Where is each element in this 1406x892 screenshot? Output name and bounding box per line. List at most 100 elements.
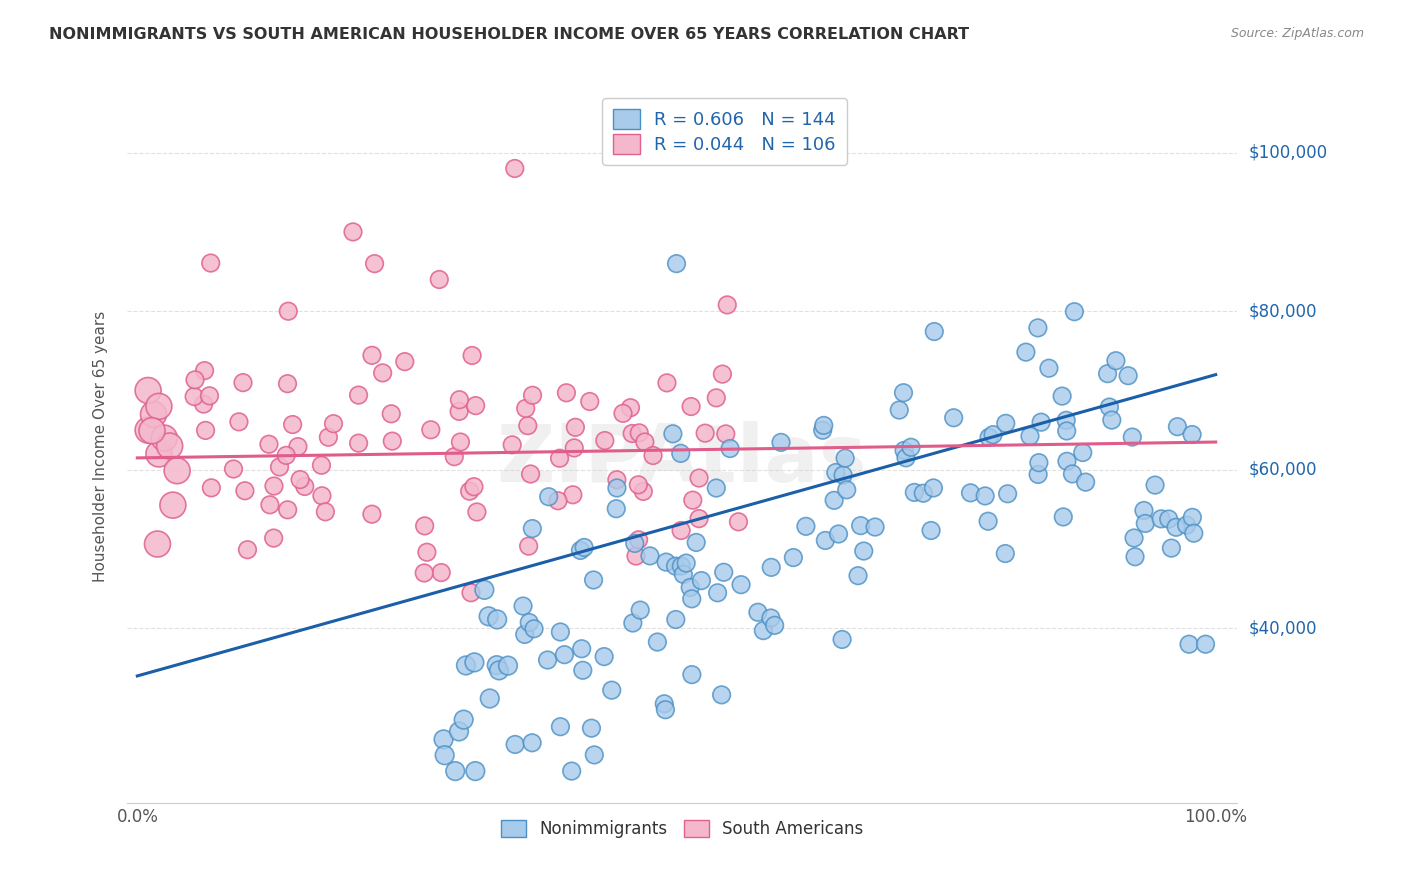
Point	[994, 417, 1017, 431]
Point	[747, 605, 769, 619]
Point	[547, 493, 569, 508]
Point	[1123, 531, 1146, 545]
Point	[465, 505, 488, 519]
Point	[655, 555, 678, 569]
Point	[318, 430, 340, 444]
Point	[832, 468, 855, 483]
Point	[228, 415, 250, 429]
Point	[184, 373, 207, 387]
Point	[427, 272, 450, 286]
Point	[381, 434, 404, 449]
Point	[555, 385, 578, 400]
Point	[665, 257, 688, 271]
Point	[593, 434, 616, 448]
Point	[583, 747, 606, 762]
Point	[671, 559, 693, 574]
Point	[432, 732, 454, 747]
Point	[1175, 518, 1198, 533]
Point	[769, 435, 792, 450]
Point	[413, 519, 436, 533]
Point	[314, 505, 336, 519]
Point	[1062, 467, 1084, 481]
Point	[553, 648, 575, 662]
Point	[690, 574, 713, 588]
Point	[148, 447, 170, 461]
Point	[889, 403, 911, 417]
Point	[276, 449, 298, 463]
Point	[485, 658, 508, 673]
Point	[501, 438, 523, 452]
Point	[641, 449, 664, 463]
Point	[561, 764, 583, 778]
Point	[394, 354, 416, 368]
Point	[981, 427, 1004, 442]
Point	[669, 524, 692, 538]
Point	[572, 541, 595, 555]
Point	[682, 493, 704, 508]
Point	[1054, 413, 1077, 427]
Point	[569, 543, 592, 558]
Point	[997, 487, 1019, 501]
Point	[183, 390, 205, 404]
Point	[361, 507, 384, 521]
Point	[159, 439, 181, 453]
Point	[562, 441, 585, 455]
Point	[685, 535, 707, 549]
Point	[863, 520, 886, 534]
Point	[141, 424, 163, 438]
Point	[665, 613, 688, 627]
Point	[1157, 512, 1180, 526]
Point	[380, 407, 402, 421]
Point	[1019, 429, 1042, 443]
Point	[287, 440, 309, 454]
Point	[342, 225, 364, 239]
Point	[654, 703, 676, 717]
Point	[623, 536, 645, 550]
Point	[1028, 456, 1050, 470]
Point	[823, 493, 845, 508]
Point	[478, 691, 501, 706]
Point	[849, 518, 872, 533]
Point	[236, 542, 259, 557]
Point	[600, 683, 623, 698]
Point	[513, 627, 536, 641]
Point	[520, 736, 543, 750]
Point	[619, 401, 641, 415]
Text: ZIPAtlas: ZIPAtlas	[496, 421, 868, 500]
Point	[681, 667, 703, 681]
Point	[371, 366, 394, 380]
Point	[519, 467, 541, 481]
Point	[263, 531, 285, 545]
Point	[449, 404, 471, 418]
Point	[537, 490, 560, 504]
Point	[536, 653, 558, 667]
Point	[1026, 467, 1049, 482]
Point	[621, 426, 644, 441]
Point	[1181, 510, 1204, 524]
Point	[294, 479, 316, 493]
Point	[277, 304, 299, 318]
Point	[419, 423, 441, 437]
Point	[311, 489, 333, 503]
Point	[1150, 512, 1173, 526]
Point	[347, 388, 370, 402]
Point	[166, 464, 188, 478]
Point	[714, 426, 737, 441]
Point	[835, 483, 858, 497]
Point	[638, 549, 661, 563]
Point	[517, 615, 540, 630]
Point	[433, 748, 456, 763]
Point	[634, 435, 657, 450]
Point	[893, 385, 915, 400]
Point	[612, 406, 634, 420]
Point	[831, 632, 853, 647]
Point	[704, 481, 727, 495]
Point	[232, 376, 254, 390]
Point	[361, 348, 384, 362]
Point	[281, 417, 304, 432]
Point	[460, 586, 482, 600]
Point	[1135, 516, 1157, 531]
Point	[621, 615, 644, 630]
Point	[688, 471, 710, 485]
Point	[454, 658, 477, 673]
